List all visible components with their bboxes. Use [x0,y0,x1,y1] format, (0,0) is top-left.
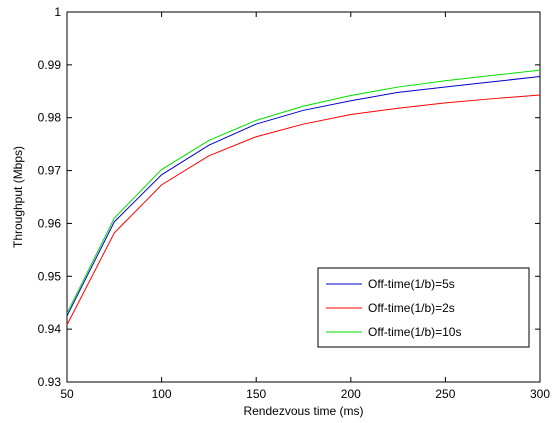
y-tick-label: 0.96 [38,216,62,230]
x-tick-label: 250 [435,387,455,401]
x-axis-label: Rendezvous time (ms) [243,404,363,418]
x-tick-label: 50 [60,387,74,401]
y-tick-label: 0.98 [38,111,62,125]
y-tick-label: 0.97 [38,164,62,178]
y-tick-label: 0.99 [38,58,62,72]
y-tick-label: 0.95 [38,269,62,283]
ticks-layer: 50 100 150 200 250 300 0.93 0.94 0.95 0.96 0.97 0.9… [38,5,551,401]
y-tick-label: 1 [54,5,61,19]
x-tick-label: 300 [530,387,550,401]
series-line-1 [66,75,541,317]
legend-label: Off-time(1/b)=10s [368,325,461,339]
x-tick-label: 200 [341,387,361,401]
x-tick-label: 150 [246,387,266,401]
series-line-2 [66,94,541,326]
legend-label: Off-time(1/b)=2s [368,301,455,315]
legend: Off-time(1/b)=5s Off-time(1/b)=2s Off-time… [317,267,530,348]
y-axis-label: Throughput (Mbps) [11,146,25,248]
series-layer [66,69,541,326]
y-tick-label: 0.94 [38,322,62,336]
x-tick-label: 100 [152,387,172,401]
series-line-3 [66,69,541,314]
y-tick-label: 0.93 [38,375,62,389]
legend-label: Off-time(1/b)=5s [368,277,455,291]
